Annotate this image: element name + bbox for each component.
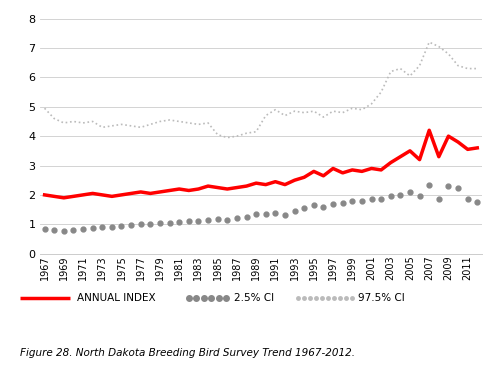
- Text: 97.5% CI: 97.5% CI: [358, 294, 405, 303]
- Text: 2.5% CI: 2.5% CI: [234, 294, 274, 303]
- Text: ANNUAL INDEX: ANNUAL INDEX: [77, 294, 156, 303]
- Text: Figure 28. North Dakota Breeding Bird Survey Trend 1967-2012.: Figure 28. North Dakota Breeding Bird Su…: [20, 348, 355, 358]
